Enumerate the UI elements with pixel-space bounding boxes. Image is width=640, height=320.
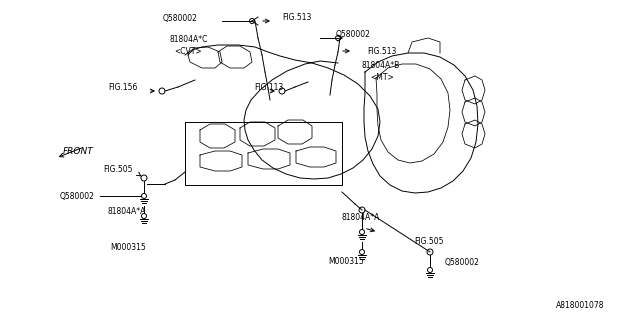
Text: Q580002: Q580002 xyxy=(445,258,480,267)
Text: FIG.513: FIG.513 xyxy=(367,47,396,57)
Text: M000315: M000315 xyxy=(110,244,146,252)
Text: FIG.113: FIG.113 xyxy=(254,84,284,92)
Text: 81804A*A: 81804A*A xyxy=(342,212,380,221)
Text: <CVT>: <CVT> xyxy=(174,46,202,55)
Text: A818001078: A818001078 xyxy=(556,301,605,310)
Text: 81804A*B: 81804A*B xyxy=(362,60,400,69)
Text: FIG.156: FIG.156 xyxy=(108,84,138,92)
Text: FRONT: FRONT xyxy=(63,147,93,156)
Text: FIG.505: FIG.505 xyxy=(103,165,132,174)
Text: Q580002: Q580002 xyxy=(336,30,371,39)
Text: 81804A*A: 81804A*A xyxy=(107,207,145,217)
Text: <MT>: <MT> xyxy=(370,73,394,82)
Text: FIG.505: FIG.505 xyxy=(414,237,444,246)
Text: FIG.513: FIG.513 xyxy=(282,13,312,22)
Text: Q580002: Q580002 xyxy=(163,13,198,22)
Text: Q580002: Q580002 xyxy=(60,191,95,201)
Text: M000315: M000315 xyxy=(328,258,364,267)
Text: 81804A*C: 81804A*C xyxy=(170,36,209,44)
